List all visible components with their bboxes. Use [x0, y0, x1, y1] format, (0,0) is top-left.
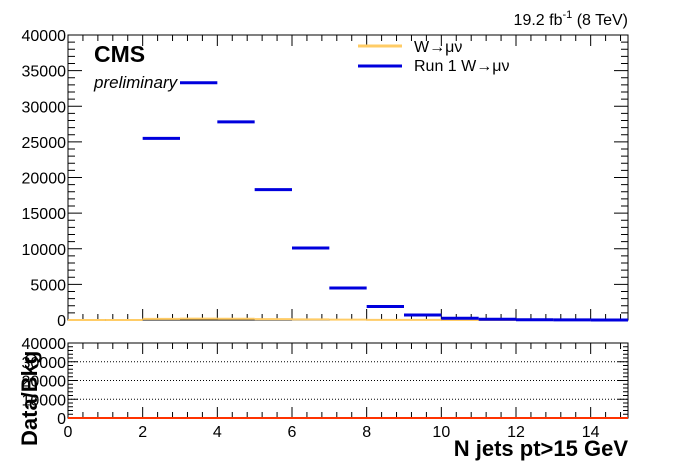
experiment-label: CMS	[94, 41, 145, 67]
y-tick-label: 0	[57, 411, 66, 428]
x-tick-label: 10	[432, 424, 450, 441]
status-label: preliminary	[93, 73, 179, 92]
y-tick-label: 0	[57, 313, 66, 330]
y-tick-label: 15000	[22, 206, 67, 223]
y-tick-label: 40000	[22, 28, 67, 45]
x-tick-label: 0	[64, 424, 73, 441]
x-tick-label: 2	[138, 424, 147, 441]
x-tick-label: 8	[362, 424, 371, 441]
x-axis-title: N jets pt>15 GeV	[454, 436, 629, 461]
y-tick-label: 30000	[22, 355, 67, 372]
y-tick-label: 20000	[22, 374, 67, 391]
legend-label-mc: W→μν	[414, 39, 462, 56]
ratio-y-axis-title: Data/Bkg	[17, 351, 42, 446]
x-tick-label: 6	[288, 424, 297, 441]
top-panel: 0 5000 10000 15000 20000 25000 30000 35000 40000	[22, 28, 629, 330]
legend: W→μν Run 1 W→μν	[358, 39, 509, 75]
y-tick-label: 20000	[22, 171, 67, 188]
y-tick-label: 10000	[22, 392, 67, 409]
y-tick-label: 5000	[30, 277, 66, 294]
x-tick-label: 4	[213, 424, 222, 441]
y-tick-label: 25000	[22, 135, 67, 152]
y-tick-label: 40000	[22, 336, 67, 353]
legend-label-run1: Run 1 W→μν	[414, 58, 509, 75]
x-tick-label: 12	[507, 424, 525, 441]
y-tick-label: 30000	[22, 99, 67, 116]
y-tick-label: 35000	[22, 64, 67, 81]
x-tick-label: 14	[582, 424, 600, 441]
y-tick-label: 10000	[22, 242, 67, 259]
luminosity-label: 19.2 fb-1 (8 TeV)	[514, 9, 628, 29]
